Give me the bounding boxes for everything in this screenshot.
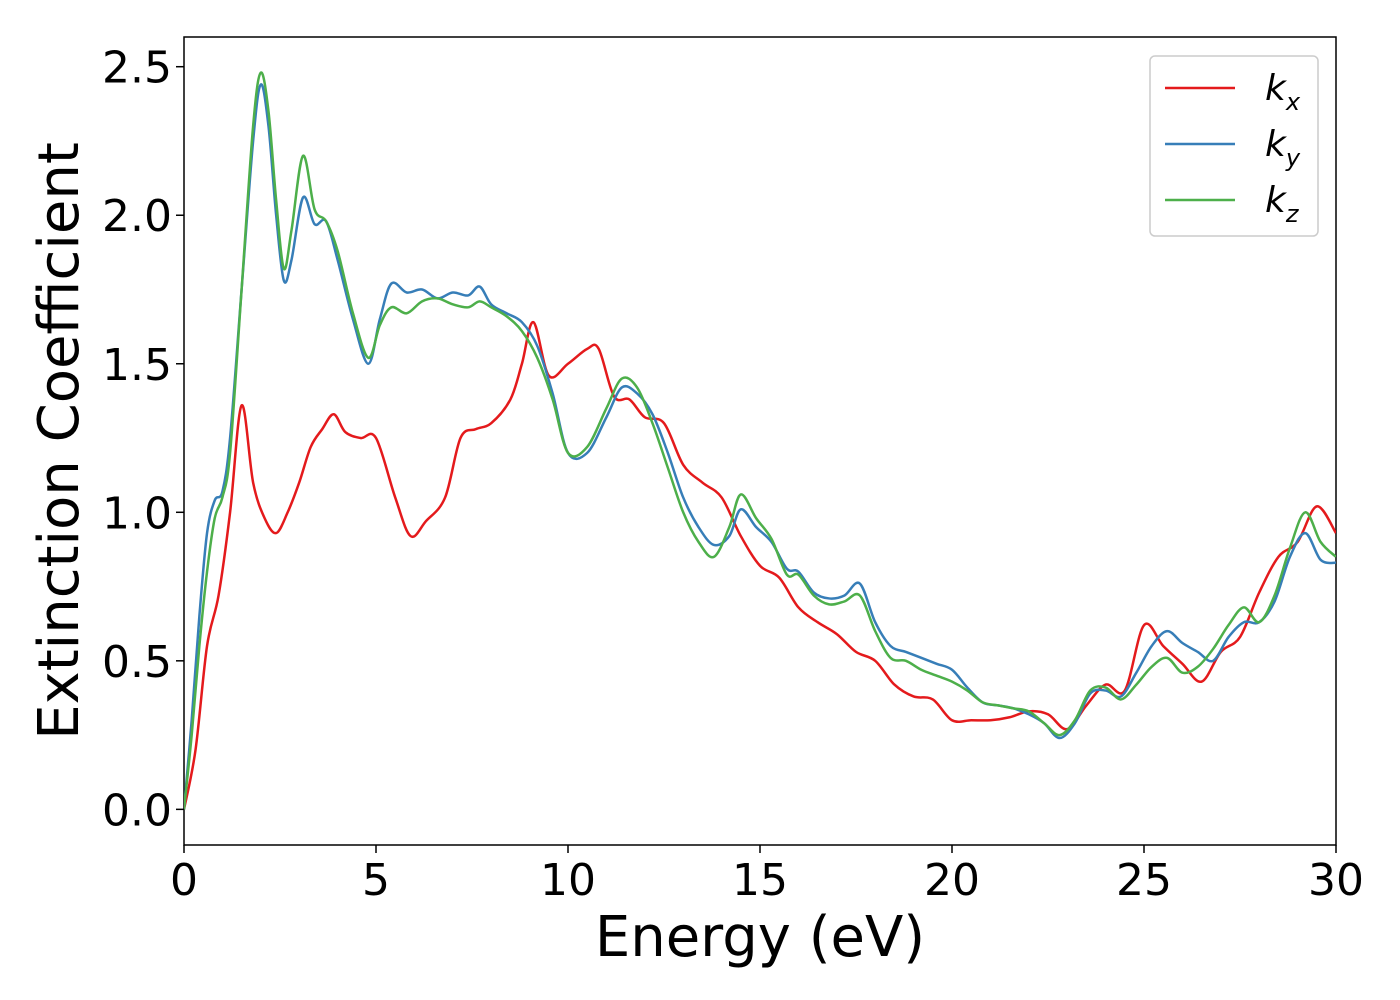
y-axis-ticks: 0.0 0.5 1.0 1.5 2.0 2.5 <box>102 43 184 836</box>
series-lines <box>184 71 1336 810</box>
y-tick-label: 2.0 <box>102 191 172 242</box>
x-tick-label: 30 <box>1308 855 1364 906</box>
x-tick-label: 20 <box>924 855 980 906</box>
x-tick-label: 10 <box>540 855 596 906</box>
y-tick-label: 2.5 <box>102 43 172 94</box>
x-axis-label: Energy (eV) <box>595 905 925 970</box>
legend-label-base: k <box>1265 124 1288 165</box>
y-tick-label: 1.5 <box>102 340 172 391</box>
legend-label-base: k <box>1265 180 1288 221</box>
x-axis-ticks: 0 5 10 15 20 25 30 <box>170 845 1364 906</box>
legend-box <box>1149 55 1319 237</box>
y-axis-label: Extinction Coefficient <box>27 142 92 740</box>
legend-label-subscript: x <box>1285 88 1301 116</box>
legend-label-base: k <box>1265 68 1288 109</box>
legend-label-kx: kx <box>1265 68 1301 116</box>
series-line-ky <box>184 83 1336 810</box>
legend-label-subscript: z <box>1285 200 1300 228</box>
x-tick-label: 15 <box>732 855 788 906</box>
x-tick-label: 0 <box>170 855 198 906</box>
series-line-kx <box>184 320 1336 810</box>
y-tick-label: 0.5 <box>102 637 172 688</box>
plot-area <box>183 36 1337 846</box>
y-tick-label: 1.0 <box>102 488 172 539</box>
legend-label-ky: ky <box>1265 124 1301 172</box>
y-tick-label: 0.0 <box>102 785 172 836</box>
legend-label-subscript: y <box>1285 144 1301 172</box>
legend-label-kz: kz <box>1265 180 1300 228</box>
x-tick-label: 5 <box>362 855 390 906</box>
x-tick-label: 25 <box>1116 855 1172 906</box>
series-line-kz <box>184 71 1336 810</box>
